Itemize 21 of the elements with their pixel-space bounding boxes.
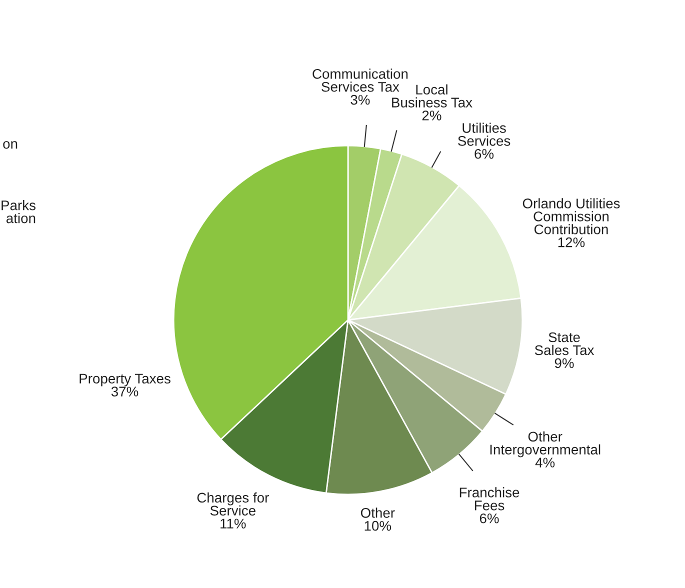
data-label: 12% — [558, 237, 585, 248]
data-label: 11% — [220, 518, 246, 528]
data-label: 6% — [474, 148, 494, 159]
data-label: 3% — [350, 94, 370, 105]
data-label: 6% — [480, 513, 499, 524]
data-label: 10% — [364, 520, 392, 531]
text: on — [3, 141, 18, 149]
slice-label: Other Intergovernmental — [490, 431, 600, 458]
data-label: 37% — [111, 386, 138, 396]
slice-label: Charges for Service — [197, 492, 269, 516]
text: Parks ation — [2, 200, 36, 224]
slice-label: Orlando Utilities Commission Contribution — [522, 198, 620, 234]
slice-label: State Sales Tax — [534, 332, 594, 356]
data-label: 9% — [554, 358, 574, 368]
slice-label: Franchise Fees — [460, 487, 520, 510]
slice-label: Utilities Services — [458, 122, 510, 146]
slice-label: Property Taxes — [80, 374, 170, 386]
slice-label: Other — [360, 508, 395, 518]
slice-label: Communication Services Tax — [312, 68, 408, 92]
data-label: 4% — [535, 458, 555, 468]
data-label: 2% — [422, 110, 442, 120]
